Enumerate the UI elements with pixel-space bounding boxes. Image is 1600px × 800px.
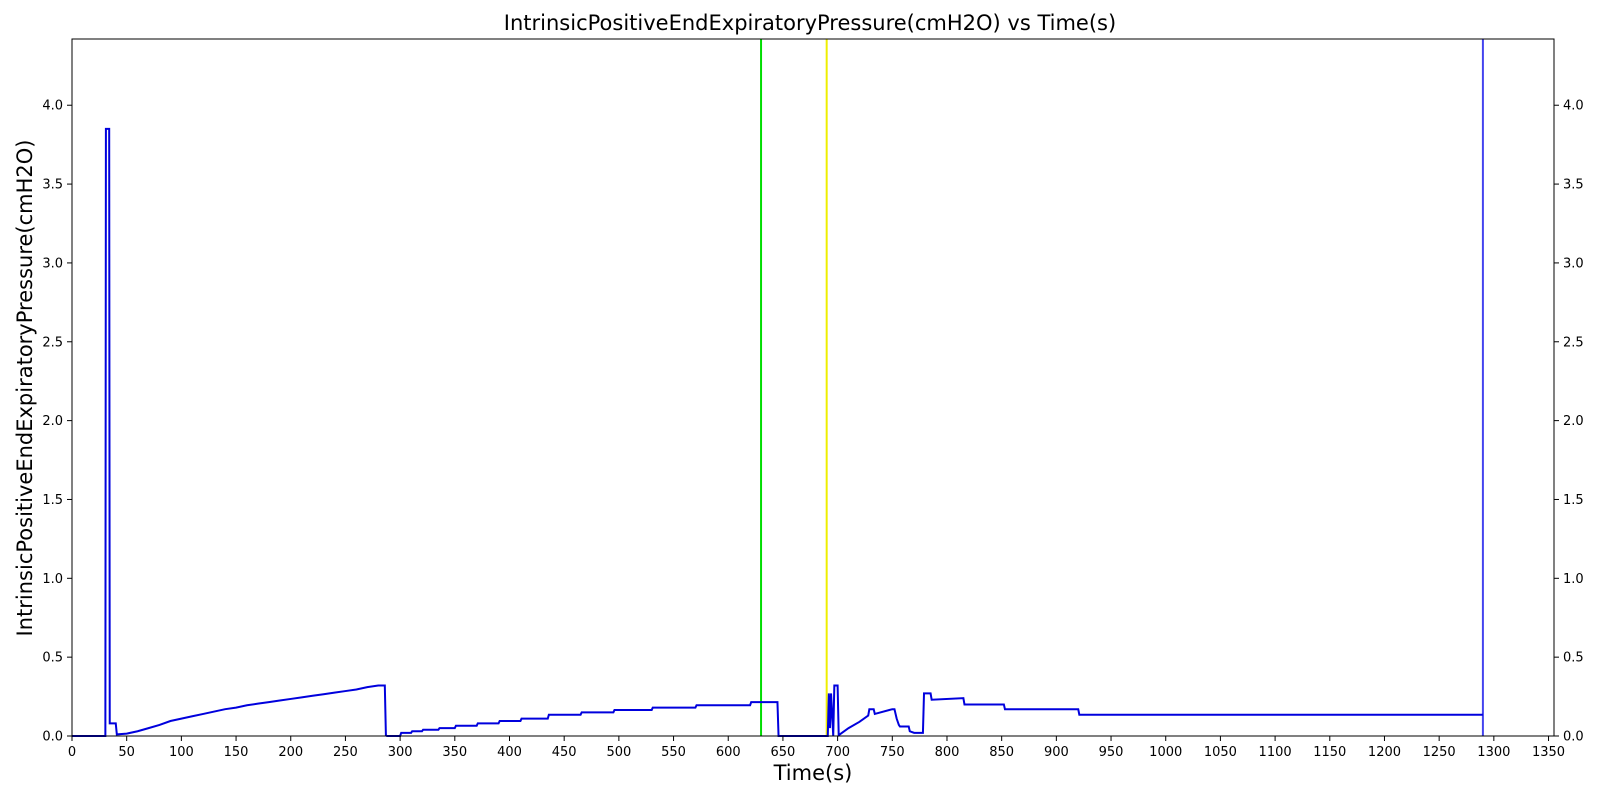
y-tick-label: 2.0 — [42, 414, 63, 429]
x-tick-label: 1100 — [1259, 745, 1292, 760]
y-tick-label: 4.0 — [42, 99, 63, 114]
y-axis-right: 0.0 0.5 1.0 1.5 2.0 2.5 3.0 3.5 4.0 — [1554, 99, 1584, 745]
y-axis-label: IntrinsicPositiveEndExpiratoryPressure(c… — [13, 140, 37, 637]
y-tick-label: 1.0 — [42, 572, 63, 587]
x-tick-label: 100 — [169, 745, 194, 760]
y-right-tick-label: 3.0 — [1563, 256, 1584, 271]
y-axis-left: 0.0 0.5 1.0 1.5 2.0 2.5 3.0 3.5 4.0 — [42, 99, 72, 745]
y-right-tick-label: 0.5 — [1563, 651, 1584, 666]
y-tick-label: 3.5 — [42, 178, 63, 193]
y-right-tick-label: 2.5 — [1563, 335, 1584, 350]
y-tick-label: 0.5 — [42, 651, 63, 666]
x-tick-label: 1250 — [1423, 745, 1456, 760]
y-tick-label: 2.5 — [42, 335, 63, 350]
x-tick-label: 1050 — [1204, 745, 1237, 760]
y-tick-label: 1.5 — [42, 493, 63, 508]
x-tick-label: 650 — [771, 745, 796, 760]
x-tick-label: 600 — [716, 745, 741, 760]
y-tick-label: 3.0 — [42, 256, 63, 271]
x-tick-label: 0 — [68, 745, 76, 760]
x-tick-label: 1350 — [1532, 745, 1565, 760]
x-tick-label: 800 — [935, 745, 960, 760]
plot-frame — [71, 38, 1555, 737]
y-right-tick-label: 1.0 — [1563, 572, 1584, 587]
x-axis-label: Time(s) — [773, 761, 853, 785]
x-tick-label: 350 — [442, 745, 467, 760]
series-layer — [72, 127, 1483, 738]
y-right-tick-label: 0.0 — [1563, 730, 1584, 745]
x-tick-label: 550 — [661, 745, 686, 760]
x-tick-label: 1300 — [1477, 745, 1510, 760]
y-tick-label: 0.0 — [42, 730, 63, 745]
x-tick-label: 500 — [606, 745, 631, 760]
y-right-tick-label: 4.0 — [1563, 99, 1584, 114]
y-right-tick-label: 2.0 — [1563, 414, 1584, 429]
x-tick-label: 1200 — [1368, 745, 1401, 760]
chart-title: IntrinsicPositiveEndExpiratoryPressure(c… — [504, 11, 1116, 35]
x-tick-label: 1150 — [1313, 745, 1346, 760]
x-tick-label: 50 — [118, 745, 135, 760]
y-right-tick-label: 1.5 — [1563, 493, 1584, 508]
series-line-0 — [72, 127, 1483, 738]
x-tick-label: 900 — [1044, 745, 1069, 760]
x-tick-label: 150 — [224, 745, 249, 760]
x-tick-label: 250 — [333, 745, 358, 760]
x-tick-label: 700 — [825, 745, 850, 760]
x-tick-label: 300 — [388, 745, 413, 760]
x-axis: 0 50 100 150 200 250 300 350 400 450 500 550 600 650 7… — [68, 736, 1565, 760]
x-tick-label: 450 — [552, 745, 577, 760]
x-tick-label: 750 — [880, 745, 905, 760]
x-tick-label: 1000 — [1149, 745, 1182, 760]
marker-lines — [760, 39, 1484, 736]
x-tick-label: 850 — [989, 745, 1014, 760]
x-tick-label: 950 — [1099, 745, 1124, 760]
x-tick-label: 400 — [497, 745, 522, 760]
y-right-tick-label: 3.5 — [1563, 178, 1584, 193]
x-tick-label: 200 — [278, 745, 303, 760]
